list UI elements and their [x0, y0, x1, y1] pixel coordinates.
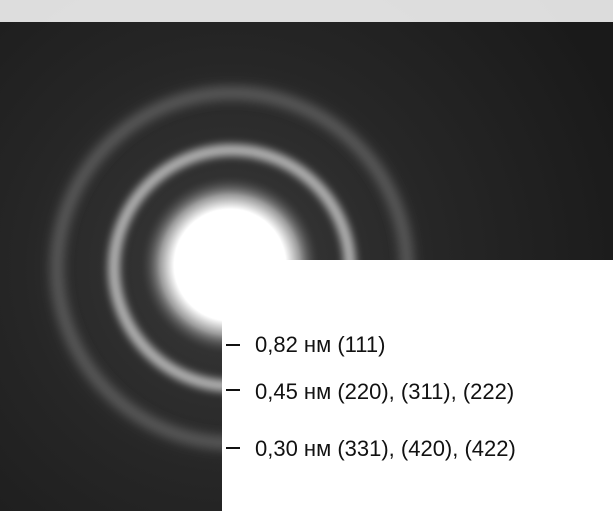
diffraction-figure: 0,82 нм (111) 0,45 нм (220), (311), (222…: [0, 0, 613, 511]
ring-label: 0,45 нм (220), (311), (222): [255, 379, 514, 404]
ring-label: 0,82 нм (111): [255, 332, 385, 357]
ring-label: 0,30 нм (331), (420), (422): [255, 436, 516, 461]
page: 0,82 нм (111) 0,45 нм (220), (311), (222…: [0, 0, 613, 511]
photo-top-edge: [0, 0, 613, 22]
